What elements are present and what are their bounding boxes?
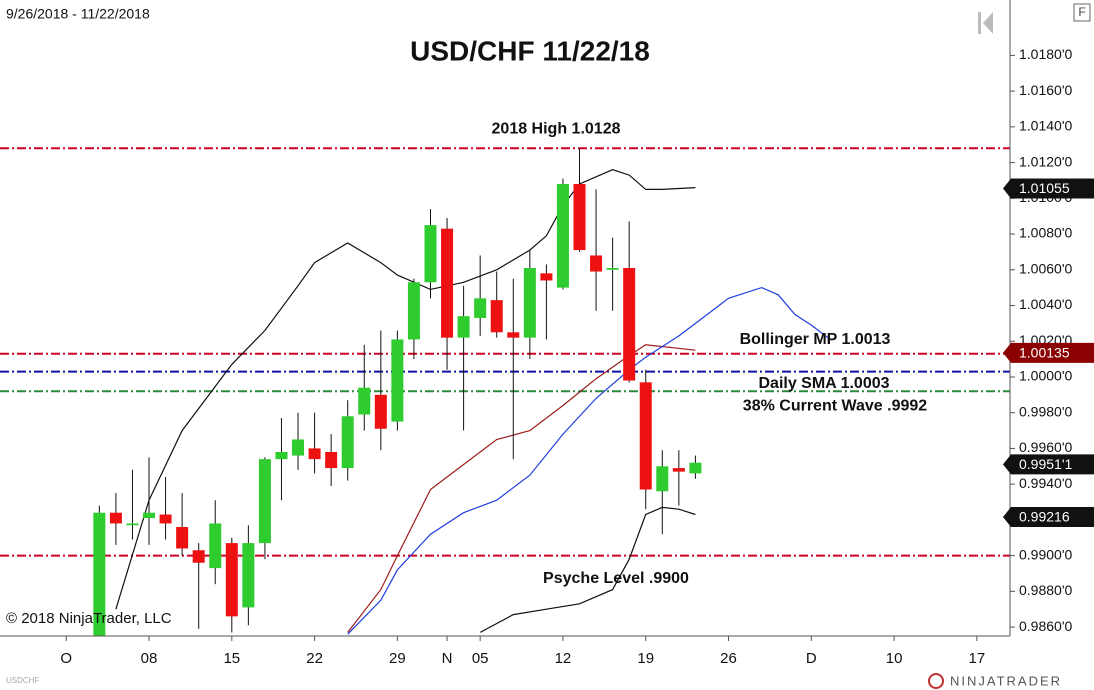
candle-body (93, 512, 106, 636)
candle-body (341, 416, 354, 469)
candle-body (573, 184, 586, 251)
candle-body (109, 512, 122, 524)
candle-body (159, 514, 172, 524)
collapse-icon[interactable] (978, 12, 993, 34)
level-label: Bollinger MP 1.0013 (740, 331, 891, 348)
candle-body (590, 255, 603, 272)
candle-body (424, 225, 437, 283)
menu-button-box (1073, 3, 1091, 22)
candle-body (407, 282, 420, 340)
x-tick-label: O (60, 650, 72, 667)
candle-body (209, 523, 222, 569)
y-tick-label: 1.0140'0 (1019, 118, 1072, 134)
y-tick-label: 1.0000'0 (1019, 368, 1072, 384)
candle-body (656, 466, 669, 492)
price-marker (1003, 507, 1094, 528)
candle-body (225, 543, 238, 617)
y-tick-label: 0.9880'0 (1019, 582, 1072, 598)
brand-name: NINJATRADER (950, 673, 1062, 688)
candle-body (292, 439, 305, 456)
candle-body (374, 394, 387, 429)
candle-body (523, 267, 536, 338)
plot-area (0, 147, 1010, 636)
candle-body (325, 451, 338, 469)
candle-body (358, 387, 371, 415)
candle-body (258, 459, 271, 544)
level-label: Daily SMA 1.0003 (758, 375, 889, 392)
candle-body (474, 298, 487, 318)
candle-body (242, 543, 255, 608)
collapse-icon-arrow (983, 12, 993, 34)
candle-body (689, 462, 702, 474)
candle-body (126, 523, 139, 526)
price-marker (1003, 342, 1094, 363)
y-tick-label: 1.0180'0 (1019, 46, 1072, 62)
x-tick-label: D (806, 650, 817, 667)
x-tick-label: 29 (389, 650, 406, 667)
collapse-icon-bar (978, 12, 981, 34)
indicator-line (479, 506, 696, 633)
y-tick-label: 1.0120'0 (1019, 153, 1072, 169)
price-marker-label: 0.99216 (1019, 509, 1070, 525)
menu-button[interactable]: F (1073, 3, 1091, 22)
y-tick-label: 1.0060'0 (1019, 260, 1072, 276)
candle-body (606, 267, 619, 270)
candle-body (623, 267, 636, 381)
price-marker-label: 1.01055 (1019, 180, 1070, 196)
x-tick-label: 19 (637, 650, 654, 667)
price-marker (1003, 178, 1094, 199)
x-tick-label: 08 (141, 650, 158, 667)
candle-body (143, 512, 156, 519)
brand-logo: NINJATRADER (928, 673, 1062, 689)
copyright: © 2018 NinjaTrader, LLC (6, 610, 172, 627)
y-tick-label: 0.9900'0 (1019, 546, 1072, 562)
price-marker-label: 1.00135 (1019, 345, 1070, 361)
y-tick-label: 0.9980'0 (1019, 403, 1072, 419)
symbol-label: USDCHF (6, 676, 39, 685)
y-tick-label: 0.9940'0 (1019, 475, 1072, 491)
x-tick-label: 05 (472, 650, 489, 667)
y-tick-label: 1.0080'0 (1019, 225, 1072, 241)
level-label: 2018 High 1.0128 (492, 120, 621, 137)
price-marker-label: 0.9951'1 (1019, 456, 1072, 472)
x-tick-label: 17 (969, 650, 986, 667)
candle-body (275, 451, 288, 460)
candle-body (540, 273, 553, 281)
x-tick-label: N (442, 650, 453, 667)
candle-body (441, 228, 454, 338)
menu-button-label: F (1078, 5, 1085, 19)
candle-body (556, 184, 569, 288)
candle-body (308, 448, 321, 460)
date-range: 9/26/2018 - 11/22/2018 (6, 6, 150, 22)
level-label: 38% Current Wave .9992 (743, 397, 927, 414)
y-tick-label: 0.9860'0 (1019, 618, 1072, 634)
candle-body (490, 300, 503, 333)
y-tick-label: 1.0040'0 (1019, 296, 1072, 312)
x-tick-label: 10 (886, 650, 903, 667)
x-tick-label: 26 (720, 650, 737, 667)
candle-body (639, 382, 652, 490)
candle-body (457, 316, 470, 338)
candle-body (507, 332, 520, 338)
candle-body (192, 550, 205, 563)
y-tick-label: 0.9960'0 (1019, 439, 1072, 455)
y-tick-label: 1.0160'0 (1019, 82, 1072, 98)
x-tick-label: 22 (306, 650, 323, 667)
x-tick-label: 15 (223, 650, 240, 667)
brand-icon (928, 673, 944, 689)
level-label: Psyche Level .9900 (543, 570, 689, 587)
chart-title: USD/CHF 11/22/18 (410, 35, 650, 66)
price-marker (1003, 454, 1094, 475)
candle-body (176, 527, 189, 549)
candle-body (391, 339, 404, 422)
candle-body (672, 468, 685, 472)
x-tick-label: 12 (555, 650, 572, 667)
